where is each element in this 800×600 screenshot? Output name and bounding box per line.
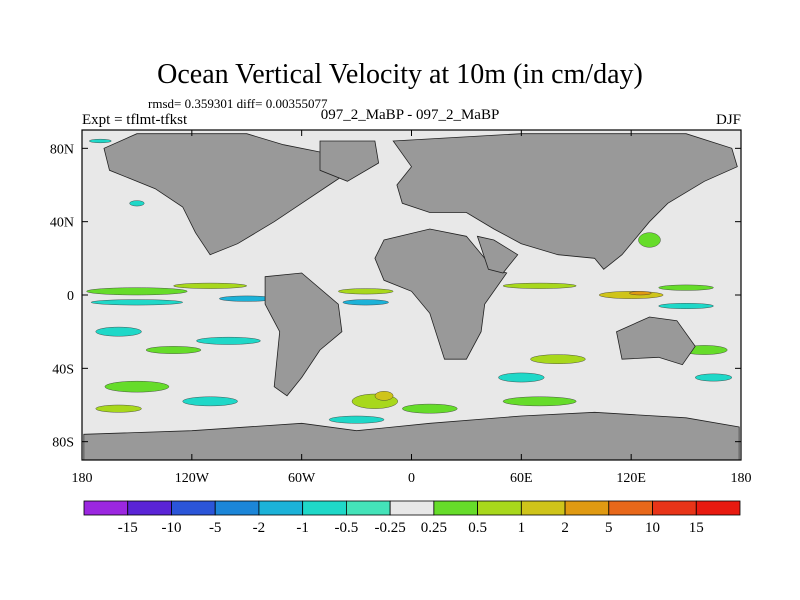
- land-layer: [83, 133, 740, 460]
- x-tick-label: 120W: [175, 471, 210, 486]
- colorbar-swatch: [652, 500, 697, 516]
- field-patch: [95, 326, 142, 337]
- field-patch: [95, 404, 142, 413]
- colorbar-label: -15: [118, 520, 138, 536]
- colorbar-label: -5: [209, 520, 222, 536]
- field-patch: [182, 396, 238, 407]
- colorbar-swatch: [302, 500, 347, 516]
- colorbar-label: -0.5: [335, 520, 359, 536]
- land-greenland: [319, 140, 380, 182]
- field-patch: [129, 200, 145, 207]
- colorbar-swatch: [433, 500, 479, 516]
- field-patch: [695, 373, 733, 382]
- field-patch: [104, 380, 170, 393]
- field-patch: [658, 303, 714, 309]
- field-patch: [638, 232, 661, 248]
- x-tick-label: 0: [408, 471, 415, 486]
- land-australia: [616, 316, 696, 366]
- field-patch: [90, 299, 183, 306]
- y-axis: 80N 40N 0 40S 80S: [50, 142, 741, 451]
- colorbar-label: 2: [561, 520, 569, 536]
- colorbar-label: -10: [161, 520, 181, 536]
- x-tick-label: 60W: [288, 471, 316, 486]
- field-patch: [502, 282, 577, 289]
- y-tick-label: 0: [67, 289, 74, 304]
- field-patch: [328, 415, 385, 424]
- field-patch: [196, 336, 261, 345]
- field-patch: [498, 372, 545, 383]
- field-patch: [86, 287, 188, 296]
- colorbar-label: 5: [605, 520, 613, 536]
- field-patch: [374, 391, 394, 401]
- field-patch: [342, 299, 389, 306]
- colorbar-swatch: [608, 500, 653, 516]
- colorbar-swatch: [477, 500, 522, 516]
- subtitle-left: Expt = tflmt-tfkst: [82, 112, 188, 128]
- x-tick-label: 120E: [616, 471, 646, 486]
- colorbar-label: 1: [518, 520, 526, 536]
- subtitle-center: 097_2_MaBP - 097_2_MaBP: [321, 107, 500, 123]
- field-layer: [86, 138, 733, 449]
- colorbar: -15 -10 -5 -2 -1 -0.5 -0.25 0.25 0.5 1 2 5 10 15: [83, 500, 741, 536]
- subtitle-right: DJF: [716, 112, 741, 128]
- map-plot: [82, 130, 741, 460]
- land-arabia: [476, 235, 519, 274]
- y-tick-label: 40N: [50, 216, 74, 231]
- land-eurasia: [392, 133, 738, 270]
- colorbar-label: 0.5: [468, 520, 487, 536]
- x-tick-label: 180: [731, 471, 752, 486]
- colorbar-label: 0.25: [421, 520, 447, 536]
- y-tick-label: 80N: [50, 142, 74, 157]
- field-patch: [338, 288, 394, 295]
- colorbar-swatch: [127, 500, 172, 516]
- colorbar-swatch: [695, 500, 741, 516]
- x-axis: 180 120W 60W 0 60E 120E 180: [72, 130, 752, 486]
- y-tick-label: 40S: [52, 362, 74, 377]
- colorbar-swatch: [214, 500, 260, 516]
- land-antarctica: [83, 411, 740, 460]
- y-tick-label: 80S: [52, 436, 74, 451]
- colorbar-label: 15: [689, 520, 704, 536]
- field-patch: [658, 284, 714, 291]
- x-tick-label: 180: [72, 471, 93, 486]
- field-patch: [173, 282, 247, 289]
- x-tick-label: 60E: [510, 471, 533, 486]
- field-patch: [89, 138, 112, 144]
- colorbar-label: 10: [645, 520, 660, 536]
- land-africa: [374, 228, 508, 360]
- land-north-america: [103, 133, 358, 256]
- field-patch: [402, 403, 458, 414]
- colorbar-swatch: [345, 500, 391, 516]
- field-patch: [145, 346, 202, 354]
- colorbar-swatch: [520, 500, 566, 516]
- chart-title: Ocean Vertical Velocity at 10m (in cm/da…: [157, 59, 643, 90]
- field-patch: [502, 396, 577, 407]
- field-patch: [629, 291, 652, 296]
- colorbar-label: -0.25: [375, 520, 406, 536]
- colorbar-swatch: [389, 500, 435, 516]
- colorbar-swatch: [258, 500, 304, 516]
- colorbar-swatch: [564, 500, 610, 516]
- field-patch: [530, 354, 586, 364]
- colorbar-swatch: [171, 500, 216, 516]
- land-south-america: [264, 272, 343, 397]
- colorbar-label: -2: [253, 520, 266, 536]
- colorbar-label: -1: [296, 520, 309, 536]
- colorbar-swatch: [83, 500, 129, 516]
- chart-stats: rmsd= 0.359301 diff= 0.00355077: [148, 96, 328, 111]
